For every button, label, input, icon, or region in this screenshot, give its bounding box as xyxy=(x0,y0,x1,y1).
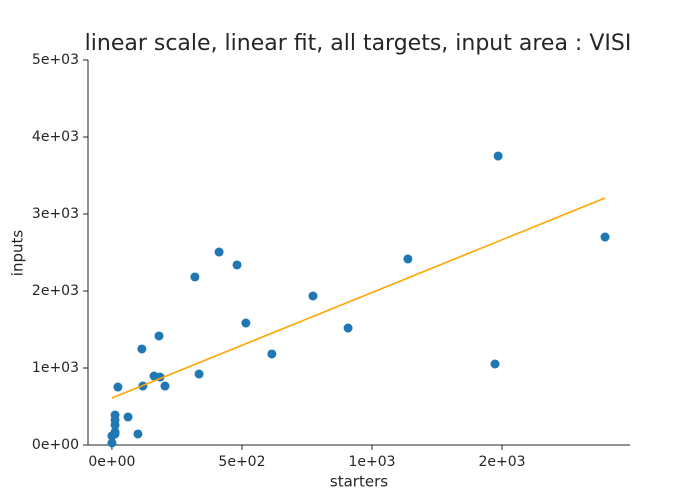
data-point xyxy=(137,344,147,354)
y-axis-label: inputs xyxy=(9,230,27,277)
data-point xyxy=(113,382,123,392)
x-tick-label: 5e+02 xyxy=(218,454,265,470)
y-tick-label: 0e+00 xyxy=(32,437,79,453)
fit-line xyxy=(111,197,606,399)
data-point xyxy=(214,247,224,257)
x-tick-label: 1e+03 xyxy=(348,454,395,470)
chart-title: linear scale, linear fit, all targets, i… xyxy=(85,31,632,56)
data-point xyxy=(110,429,120,439)
x-axis-label: starters xyxy=(330,473,388,491)
data-point xyxy=(403,254,413,264)
data-point xyxy=(343,323,353,333)
y-tick-label: 4e+03 xyxy=(32,129,79,145)
data-point xyxy=(110,415,120,425)
data-point xyxy=(123,412,133,422)
data-point xyxy=(107,438,117,448)
x-tick-label: 2e+03 xyxy=(479,454,526,470)
y-tick-label: 2e+03 xyxy=(32,283,79,299)
data-point xyxy=(160,381,170,391)
y-tick-label: 5e+03 xyxy=(32,52,79,68)
data-point xyxy=(490,359,500,369)
y-tick-label: 1e+03 xyxy=(32,360,79,376)
data-point xyxy=(241,318,251,328)
data-point xyxy=(194,369,204,379)
data-point xyxy=(600,232,610,242)
x-tick-label: 0e+00 xyxy=(88,454,135,470)
data-point xyxy=(232,260,242,270)
y-tick-label: 3e+03 xyxy=(32,206,79,222)
data-point xyxy=(493,151,503,161)
data-point xyxy=(133,429,143,439)
data-point xyxy=(308,291,318,301)
data-point xyxy=(154,331,164,341)
data-point xyxy=(190,272,200,282)
data-point xyxy=(267,349,277,359)
